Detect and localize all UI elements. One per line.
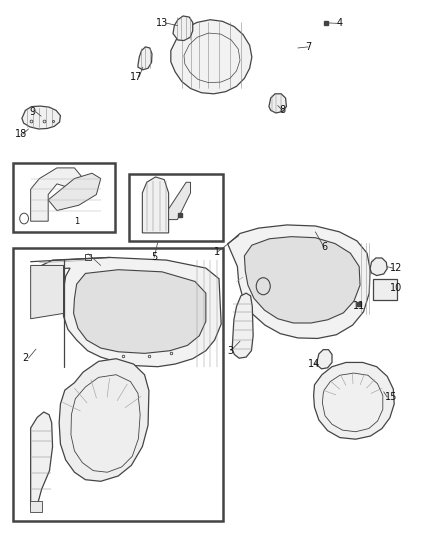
Polygon shape xyxy=(173,16,193,41)
Text: 17: 17 xyxy=(130,72,142,82)
Polygon shape xyxy=(169,182,191,220)
Text: 1: 1 xyxy=(214,247,220,257)
Text: 7: 7 xyxy=(305,42,311,52)
Polygon shape xyxy=(232,293,253,358)
Polygon shape xyxy=(31,168,83,221)
Polygon shape xyxy=(48,173,101,211)
Polygon shape xyxy=(314,362,394,439)
Text: 5: 5 xyxy=(151,253,157,262)
Text: 11: 11 xyxy=(353,302,365,311)
Polygon shape xyxy=(370,258,387,276)
Polygon shape xyxy=(171,20,252,94)
Polygon shape xyxy=(244,237,360,323)
Text: 18: 18 xyxy=(14,130,27,139)
Text: 9: 9 xyxy=(30,107,36,117)
Polygon shape xyxy=(317,350,332,369)
Polygon shape xyxy=(269,94,286,113)
Text: 4: 4 xyxy=(336,19,343,28)
Bar xyxy=(13,248,223,521)
Bar xyxy=(13,163,115,232)
Text: 8: 8 xyxy=(279,106,286,115)
Text: 14: 14 xyxy=(308,359,321,368)
Polygon shape xyxy=(22,106,60,129)
Bar xyxy=(30,501,42,512)
Polygon shape xyxy=(59,359,149,481)
Text: 6: 6 xyxy=(321,243,327,252)
Text: 13: 13 xyxy=(156,18,168,28)
Text: 15: 15 xyxy=(385,392,397,402)
Text: 10: 10 xyxy=(390,283,403,293)
Text: 12: 12 xyxy=(390,263,403,273)
Bar xyxy=(373,279,397,300)
Polygon shape xyxy=(74,270,206,353)
Bar xyxy=(129,174,223,241)
Bar xyxy=(85,254,91,260)
Polygon shape xyxy=(138,47,152,70)
Polygon shape xyxy=(31,265,64,319)
Polygon shape xyxy=(31,257,221,367)
Text: 2: 2 xyxy=(22,353,28,363)
Text: 1: 1 xyxy=(74,217,79,225)
Polygon shape xyxy=(228,225,370,338)
Polygon shape xyxy=(31,412,53,505)
Text: 3: 3 xyxy=(228,346,234,356)
Polygon shape xyxy=(142,177,169,233)
